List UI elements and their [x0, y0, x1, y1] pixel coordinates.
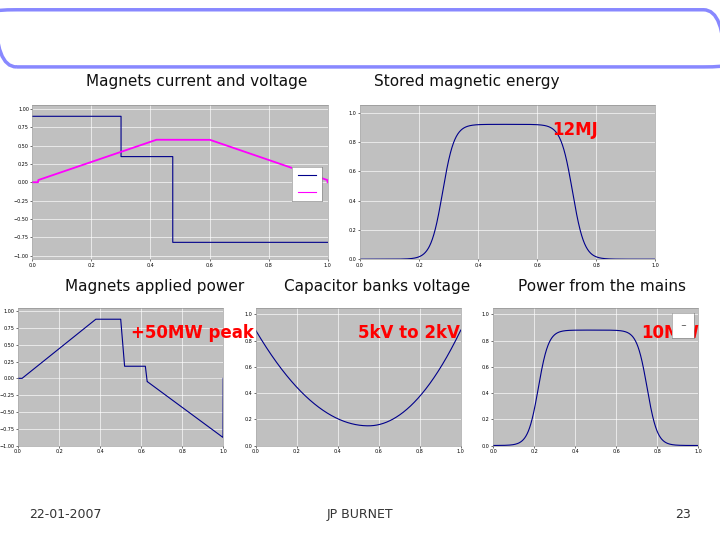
Text: 22-01-2007: 22-01-2007	[29, 508, 102, 521]
Text: Magnets current and voltage: Magnets current and voltage	[86, 74, 307, 89]
Text: +50MW peak: +50MW peak	[131, 325, 253, 342]
Text: Power from the mains: Power from the mains	[518, 279, 686, 294]
Text: JP BURNET: JP BURNET	[327, 508, 393, 521]
Text: 5kV to 2kV: 5kV to 2kV	[359, 325, 460, 342]
Text: Stored magnetic energy: Stored magnetic energy	[374, 74, 560, 89]
Text: 12MJ: 12MJ	[552, 120, 598, 139]
Text: 10MW: 10MW	[641, 325, 699, 342]
Text: MPS with capacitive energy storage: MPS with capacitive energy storage	[22, 22, 698, 55]
Text: Magnets applied power: Magnets applied power	[65, 279, 244, 294]
Text: 23: 23	[675, 508, 691, 521]
Text: Capacitor banks voltage: Capacitor banks voltage	[284, 279, 471, 294]
